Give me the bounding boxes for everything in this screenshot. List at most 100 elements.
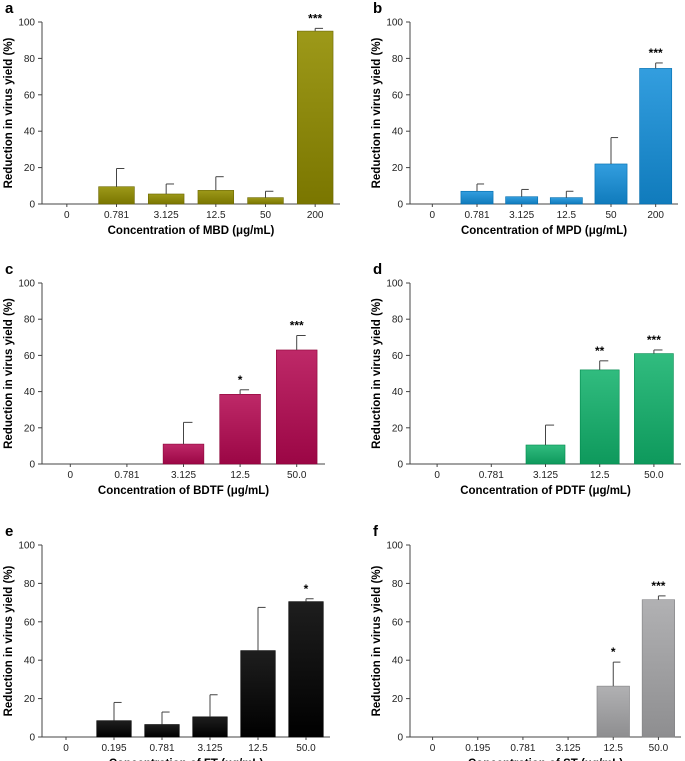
x-tick-label: 12.5	[248, 743, 268, 754]
x-tick-label: 0	[430, 743, 436, 754]
bar	[596, 685, 630, 738]
y-tick-label: 20	[392, 423, 404, 434]
y-axis-title: Reduction in virus yield (%)	[3, 37, 15, 188]
chart-panel-e: e 0 20 40 60 80 100 0 0.195 0.781 3.125 12.5 * 50.0 Co…	[3, 523, 330, 761]
x-tick-label: 0	[68, 470, 74, 481]
y-tick-label: 0	[29, 460, 35, 471]
bar	[197, 190, 235, 205]
x-tick-label: 0	[63, 743, 69, 754]
x-tick-label: 0.195	[101, 743, 126, 754]
y-axis-title: Reduction in virus yield (%)	[371, 298, 383, 449]
x-tick-label: 12.5	[604, 743, 624, 754]
y-tick-label: 60	[24, 617, 36, 628]
bar	[288, 601, 324, 738]
bar	[147, 193, 185, 205]
significance-label: ***	[651, 579, 665, 593]
y-tick-label: 100	[18, 541, 35, 552]
x-axis-title: Concentration of MBD (μg/mL)	[108, 225, 275, 237]
y-tick-label: 20	[392, 694, 404, 705]
y-tick-label: 100	[18, 279, 35, 290]
x-tick-label: 3.125	[509, 210, 534, 221]
y-tick-label: 100	[386, 279, 403, 290]
y-tick-label: 0	[29, 733, 35, 744]
y-tick-label: 100	[386, 541, 403, 552]
bar	[639, 68, 673, 205]
x-tick-label: 0.781	[479, 470, 504, 481]
y-tick-label: 0	[29, 200, 35, 211]
x-tick-label: 0.781	[104, 210, 129, 221]
y-tick-label: 40	[24, 387, 36, 398]
bar	[247, 197, 284, 205]
y-tick-label: 0	[397, 460, 403, 471]
bar	[144, 724, 180, 738]
significance-label: ***	[649, 46, 663, 60]
panel-letter: e	[5, 523, 13, 540]
bar	[219, 394, 261, 465]
x-tick-label: 12.5	[557, 210, 577, 221]
x-tick-label: 0.195	[465, 743, 490, 754]
chart-panel-b: b 0 20 40 60 80 100 0 0.781 3.125 12.5 50 *** 200 Conc…	[371, 0, 678, 237]
x-tick-label: 12.5	[590, 470, 610, 481]
panel-letter: f	[373, 523, 379, 540]
y-axis-title: Reduction in virus yield (%)	[371, 37, 383, 188]
y-tick-label: 40	[24, 127, 36, 138]
chart-panel-f: f 0 20 40 60 80 100 0 0.195 0.781 3.125 * 12.5 *** 50.…	[371, 523, 681, 761]
panel-letter: b	[373, 0, 382, 17]
significance-label: *	[611, 645, 616, 659]
y-tick-label: 100	[386, 18, 403, 29]
x-tick-label: 50.0	[296, 743, 316, 754]
y-tick-label: 80	[392, 315, 404, 326]
y-tick-label: 20	[392, 163, 404, 174]
panel-letter: c	[5, 261, 13, 278]
y-tick-label: 80	[24, 579, 36, 590]
x-tick-label: 12.5	[206, 210, 226, 221]
y-tick-label: 20	[24, 163, 36, 174]
y-tick-label: 80	[24, 54, 36, 65]
x-tick-label: 0.781	[114, 470, 139, 481]
x-tick-label: 50.0	[287, 470, 307, 481]
significance-label: **	[595, 344, 605, 358]
x-tick-label: 50.0	[649, 743, 669, 754]
y-tick-label: 60	[24, 90, 36, 101]
bar	[98, 186, 135, 205]
chart-panel-a: a 0 20 40 60 80 100 0 0.781 3.125 12.5 50 *** 200 Conc…	[3, 0, 340, 237]
x-tick-label: 0.781	[510, 743, 535, 754]
bar	[505, 196, 539, 205]
y-tick-label: 40	[392, 387, 404, 398]
y-tick-label: 0	[397, 200, 403, 211]
x-axis-title: Concentration of FT (μg/mL)	[109, 758, 264, 761]
bar	[162, 443, 205, 465]
x-tick-label: 3.125	[556, 743, 581, 754]
y-tick-label: 60	[392, 617, 404, 628]
x-tick-label: 0.781	[464, 210, 489, 221]
x-axis-title: Concentration of MPD (μg/mL)	[461, 225, 627, 237]
bar	[634, 353, 674, 465]
y-tick-label: 40	[392, 656, 404, 667]
bar	[594, 163, 628, 205]
x-axis-title: Concentration of BDTF (μg/mL)	[98, 485, 269, 497]
x-tick-label: 0	[64, 210, 70, 221]
x-tick-label: 12.5	[230, 470, 250, 481]
x-tick-label: 200	[647, 210, 664, 221]
x-tick-label: 50.0	[644, 470, 664, 481]
x-tick-label: 50	[260, 210, 272, 221]
significance-label: ***	[647, 333, 661, 347]
bar	[96, 720, 132, 738]
y-tick-label: 80	[392, 54, 404, 65]
bar	[579, 369, 620, 465]
significance-label: *	[304, 582, 309, 596]
y-axis-title: Reduction in virus yield (%)	[3, 298, 15, 449]
y-tick-label: 60	[392, 90, 404, 101]
y-tick-label: 60	[24, 351, 36, 362]
y-axis-title: Reduction in virus yield (%)	[3, 565, 15, 716]
x-tick-label: 3.125	[197, 743, 222, 754]
y-tick-label: 20	[24, 694, 36, 705]
x-tick-label: 50	[605, 210, 617, 221]
significance-label: ***	[290, 318, 304, 332]
bar	[460, 190, 494, 205]
chart-panel-c: c 0 20 40 60 80 100 0 0.781 3.125 * 12.5 *** 50.0 Conc…	[3, 261, 325, 497]
y-tick-label: 80	[392, 579, 404, 590]
y-tick-label: 100	[18, 18, 35, 29]
y-tick-label: 60	[392, 351, 404, 362]
